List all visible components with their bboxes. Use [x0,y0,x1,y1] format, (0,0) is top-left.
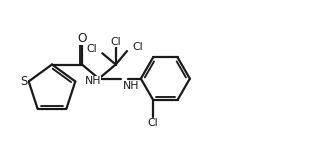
Text: Cl: Cl [148,118,159,128]
Text: NH: NH [123,81,140,91]
Text: NH: NH [85,76,101,86]
Text: Cl: Cl [133,42,143,52]
Text: S: S [20,75,28,88]
Text: Cl: Cl [111,37,121,47]
Text: O: O [77,32,87,44]
Text: Cl: Cl [86,44,97,54]
